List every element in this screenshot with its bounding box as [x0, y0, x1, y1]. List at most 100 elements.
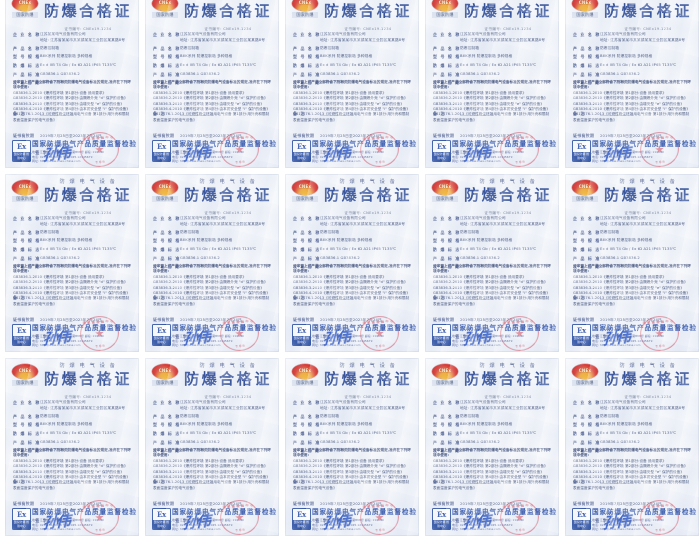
remark-label: 备 注 — [153, 111, 166, 116]
certificate-card[interactable]: CNEx 国家防爆 防 爆 电 气 设 备 防爆合格证 证书编号: CNEx19… — [145, 174, 279, 352]
field-row: 发 证 日 期 2019年7月25日 — [153, 264, 271, 270]
certificate-number: 证书编号: CNEx19.1234 — [344, 211, 392, 215]
field-row: 型 号 规 格 BXK系列 防爆控制箱 多种规格 — [293, 54, 411, 60]
certificate-card[interactable]: CNEx 国家防爆 防 爆 电 气 设 备 防爆合格证 证书编号: CNEx19… — [145, 0, 279, 168]
field-value-primary: 防爆控制箱 — [40, 45, 60, 50]
ex-badge-mark: Ex — [437, 142, 446, 151]
certificate-card[interactable]: CNEx 国家防爆 防 爆 电 气 设 备 防爆合格证 证书编号: CNEx19… — [425, 358, 559, 536]
certificate-card[interactable]: CNEx 国家防爆 防 爆 电 气 设 备 防爆合格证 证书编号: CNEx19… — [5, 0, 139, 168]
field-row: 发 证 日 期 2019年7月25日 — [153, 448, 271, 454]
field-label: 型 号 规 格 — [13, 238, 41, 244]
certificate-card[interactable]: CNEx 国家防爆 防 爆 电 气 设 备 防爆合格证 证书编号: CNEx19… — [285, 0, 419, 168]
field-value-primary: 2019年7月25日 — [600, 80, 629, 85]
field-label: 产 品 名 称 — [293, 413, 321, 419]
field-value: 防爆控制箱 — [320, 46, 411, 52]
field-value: 江苏某某电气设备有限公司 地址: 江苏省某某市某某镇某某工业园区某某路8号 — [600, 216, 691, 227]
ex-badge-icon: Ex 国家防爆 检验中心 — [572, 508, 591, 530]
standard-line: GB12476.1-2013《可燃性粉尘环境用电气设备 第1部分:用外壳和限制表… — [573, 296, 690, 306]
standards-paragraph: 经审查上述产品全部符合下列有关防爆电气设备标准的规定,准许在下列环境中使用: GB… — [433, 264, 551, 307]
field-list: 企 业 名 称江苏某某电气设备有限公司 地址: 江苏省某某市某某镇某某工业园区某某… — [13, 32, 131, 89]
field-value-primary: BXK系列 防爆控制箱 多种规格 — [460, 422, 513, 427]
field-list: 企 业 名 称江苏某某电气设备有限公司 地址: 江苏省某某市某某镇某某工业园区某某… — [13, 400, 131, 457]
standard-line: GB3836.2-2010《爆炸性环境 第2部分:由隔爆外壳 "d" 保护的设备… — [433, 464, 548, 469]
certificate-card[interactable]: CNEx 国家防爆 防 爆 电 气 设 备 防爆合格证 证书编号: CNEx19… — [565, 0, 699, 168]
certificate-card[interactable]: CNEx 国家防爆 防 爆 电 气 设 备 防爆合格证 证书编号: CNEx19… — [425, 0, 559, 168]
certificate-card[interactable]: CNEx 国家防爆 防 爆 电 气 设 备 防爆合格证 证书编号: CNEx19… — [565, 174, 699, 352]
organization-address: 地址: 江苏省南京市某某区某某路888号 邮编: 210000 — [172, 518, 244, 522]
field-row: 产 品 标 准 GB3836.1 GB3836.2 — [433, 256, 551, 262]
field-label: 企 业 名 称 — [573, 216, 601, 221]
certificate-card[interactable]: CNEx 国家防爆 防 爆 电 气 设 备 防爆合格证 证书编号: CNEx19… — [285, 174, 419, 352]
field-list: 企 业 名 称江苏某某电气设备有限公司 地址: 江苏省某某市某某镇某某工业园区某某… — [433, 400, 551, 457]
organization-website: 网址: http://www.cnex-china.com — [312, 159, 361, 163]
standard-line: 经审查上述产品全部符合下列有关防爆电气设备标准的规定,准许在下列环境中使用: — [573, 264, 692, 274]
date-value: 2019年7月25日 — [320, 143, 349, 148]
field-row: 产 品 名 称防爆控制箱 — [433, 46, 551, 52]
cnex-logo-mark: CNEx — [18, 368, 32, 373]
field-row: 产 品 名 称防爆控制箱 — [573, 46, 691, 52]
field-value: 2019年7月25日 — [320, 80, 411, 86]
standard-line: GB3836.4-2010《爆炸性环境 第4部分:由本质安全型 "i" 保护的设… — [153, 475, 271, 480]
field-value: 2019年7月25日 — [320, 264, 411, 270]
field-label: 型 号 规 格 — [293, 422, 321, 428]
certificate-card[interactable]: CNEx 国家防爆 防 爆 电 气 设 备 防爆合格证 证书编号: CNEx19… — [5, 174, 139, 352]
field-value-primary: Ex d IIB T4 Gb / Ex tD A21 IP65 T135℃ — [320, 430, 397, 435]
field-value: Ex d IIB T4 Gb / Ex tD A21 IP65 T135℃ — [600, 431, 691, 437]
field-value-primary: 2019年7月25日 — [320, 264, 349, 269]
certificate-number: 证书编号: CNEx19.1234 — [204, 211, 252, 215]
field-value: 防爆控制箱 — [600, 46, 691, 52]
field-value-secondary: 地址: 江苏省某某市某某镇某某工业园区某某路8号 — [600, 405, 686, 410]
field-row: 产 品 名 称防爆控制箱 — [13, 414, 131, 420]
remark-row: 备 注 — [293, 295, 411, 301]
field-value-primary: 江苏某某电气设备有限公司 — [40, 216, 86, 220]
certificate-card[interactable]: CNEx 国家防爆 防 爆 电 气 设 备 防爆合格证 证书编号: CNEx19… — [425, 174, 559, 352]
standards-paragraph: 经审查上述产品全部符合下列有关防爆电气设备标准的规定,准许在下列环境中使用: GB… — [573, 448, 691, 491]
field-value: 防爆控制箱 — [40, 230, 131, 236]
certificate-number: 证书编号: CNEx19.1234 — [344, 27, 392, 31]
field-row: 产 品 标 准 GB3836.1 GB3836.2 — [433, 440, 551, 446]
field-value-primary: Ex d IIB T4 Gb / Ex tD A21 IP65 T135℃ — [40, 246, 117, 251]
field-label: 企 业 名 称 — [293, 216, 321, 221]
standard-line: GB12476.1-2013《可燃性粉尘环境用电气设备 第1部分:用外壳和限制表… — [573, 112, 690, 122]
certificate-header: CNEx 国家防爆 防 爆 电 气 设 备 防爆合格证 证书编号: CNEx19… — [425, 178, 559, 215]
field-value-primary: Ex d IIB T4 Gb / Ex tD A21 IP65 T135℃ — [600, 62, 677, 67]
certificate-number: 证书编号: CNEx19.1234 — [624, 395, 672, 399]
standards-paragraph: 经审查上述产品全部符合下列有关防爆电气设备标准的规定,准许在下列环境中使用: GB… — [573, 264, 691, 307]
standard-line: GB3836.4-2010《爆炸性环境 第4部分:由本质安全型 "i" 保护的设… — [13, 291, 131, 296]
field-label: 发 证 日 期 — [13, 448, 41, 454]
standard-line: GB3836.1-2010《爆炸性环境 第1部分:设备 通用要求》 — [13, 90, 107, 95]
field-value-primary: 防爆控制箱 — [460, 45, 480, 50]
field-label: 企 业 名 称 — [153, 400, 181, 405]
organization-phone: 电话: 025-12345678 传真: 025-12345679 — [32, 338, 93, 343]
field-value-secondary: 地址: 江苏省某某市某某镇某某工业园区某某路8号 — [320, 405, 406, 410]
field-value: 2019年7月25日 — [600, 264, 691, 270]
certificate-title: 防爆合格证 — [463, 186, 552, 204]
certificate-card[interactable]: CNEx 国家防爆 防 爆 电 气 设 备 防爆合格证 证书编号: CNEx19… — [285, 358, 419, 536]
field-value-primary: GB3836.1 GB3836.2 — [460, 439, 500, 444]
certificate-card[interactable]: CNEx 国家防爆 防 爆 电 气 设 备 防爆合格证 证书编号: CNEx19… — [5, 358, 139, 536]
field-value-primary: BXK系列 防爆控制箱 多种规格 — [320, 238, 373, 243]
cnex-logo-subtext: 国家防爆 — [152, 196, 178, 202]
organization-address: 地址: 江苏省南京市某某区某某路888号 邮编: 210000 — [172, 334, 244, 338]
field-value-secondary: 地址: 江苏省某某市某某镇某某工业园区某某路8号 — [460, 221, 546, 226]
ex-badge-sub: 国家防爆 检验中心 — [13, 520, 30, 529]
field-value-primary: 江苏某某电气设备有限公司 — [460, 216, 506, 220]
certificate-card[interactable]: CNEx 国家防爆 防 爆 电 气 设 备 防爆合格证 证书编号: CNEx19… — [565, 358, 699, 536]
field-value: 防爆控制箱 — [320, 414, 411, 420]
standard-line: GB3836.3-2010《爆炸性环境 第3部分:由增安型 "e" 保护的设备》 — [13, 101, 124, 106]
date-row: 证书有效期 2019年7月25日至2023年7月24日 — [433, 317, 551, 323]
standard-line: GB12476.1-2013《可燃性粉尘环境用电气设备 第1部分:用外壳和限制表… — [13, 296, 130, 306]
certificate-footer: Ex 国家防爆 检验中心 国家防爆电气产品质量监督检验中心 地址: 江苏省南京市… — [425, 139, 559, 165]
remark-label: 备 注 — [293, 479, 306, 484]
organization-address: 地址: 江苏省南京市某某区某某路888号 邮编: 210000 — [32, 150, 104, 154]
standard-line: 经审查上述产品全部符合下列有关防爆电气设备标准的规定,准许在下列环境中使用: — [153, 448, 272, 458]
certificate-subtitle: 防 爆 电 气 设 备 — [59, 179, 117, 185]
field-row: 企 业 名 称江苏某某电气设备有限公司 地址: 江苏省某某市某某镇某某工业园区某某… — [153, 32, 271, 43]
certificate-number: 证书编号: CNEx19.1234 — [204, 395, 252, 399]
standard-line: GB3836.2-2010《爆炸性环境 第2部分:由隔爆外壳 "d" 保护的设备… — [573, 96, 688, 101]
field-row: 发 证 日 期 2019年7月25日 — [573, 264, 691, 270]
certificate-card[interactable]: CNEx 国家防爆 防 爆 电 气 设 备 防爆合格证 证书编号: CNEx19… — [145, 358, 279, 536]
ex-badge-sub: 国家防爆 检验中心 — [13, 336, 30, 345]
certificate-title: 防爆合格证 — [603, 186, 692, 204]
field-value-primary: Ex d IIB T4 Gb / Ex tD A21 IP65 T135℃ — [460, 246, 537, 251]
